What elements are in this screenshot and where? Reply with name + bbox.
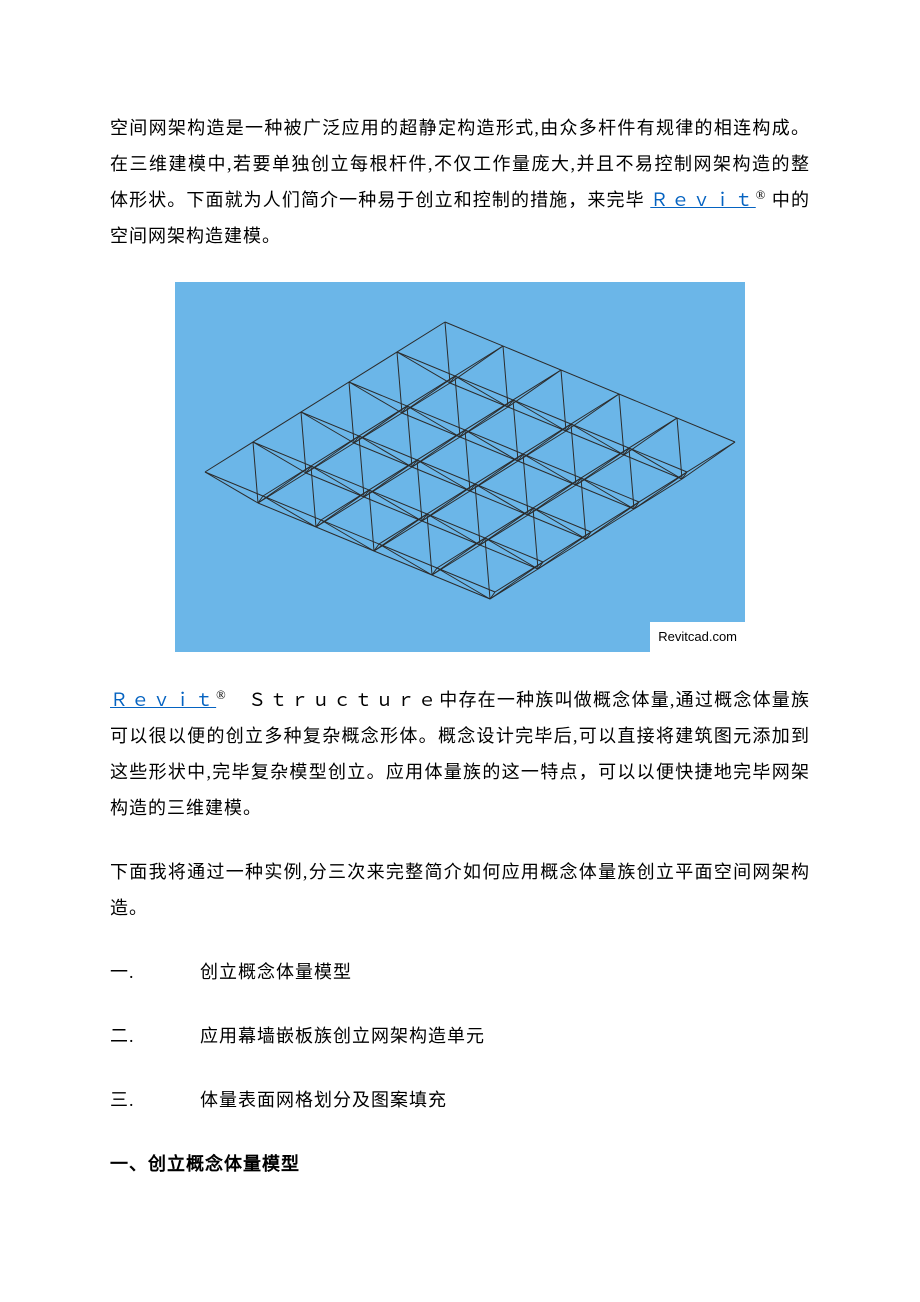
text-spaced: Ｓｔｒｕｃｔｕｒｅ [227, 690, 440, 710]
revit-link-1[interactable]: Ｒｅｖｉｔ [650, 190, 755, 210]
list-number: 一. [110, 954, 200, 990]
paragraph-3: 下面我将通过一种实例,分三次来完整简介如何应用概念体量族创立平面空间网架构造。 [110, 854, 810, 926]
link-text: Ｒｅｖｉｔ [650, 190, 755, 210]
list-item: 二.应用幕墙嵌板族创立网架构造单元 [110, 1018, 810, 1054]
registered-mark: ® [756, 188, 767, 202]
space-frame-figure: Revitcad.com [175, 282, 745, 652]
list-text: 体量表面网格划分及图案填充 [200, 1082, 447, 1118]
list-item: 一.创立概念体量模型 [110, 954, 810, 990]
list-text: 创立概念体量模型 [200, 954, 352, 990]
figure-container: Revitcad.com [110, 282, 810, 652]
list-number: 二. [110, 1018, 200, 1054]
section-heading: 一、创立概念体量模型 [110, 1146, 810, 1182]
paragraph-2: Ｒｅｖｉｔ® Ｓｔｒｕｃｔｕｒｅ中存在一种族叫做概念体量,通过概念体量族可以很以… [110, 682, 810, 826]
revit-link-2[interactable]: Ｒｅｖｉｔ [110, 690, 216, 710]
link-text: Ｒｅｖｉｔ [110, 690, 216, 710]
figure-caption: Revitcad.com [650, 622, 745, 652]
space-frame-svg [175, 282, 745, 652]
list-item: 三.体量表面网格划分及图案填充 [110, 1082, 810, 1118]
paragraph-intro: 空间网架构造是一种被广泛应用的超静定构造形式,由众多杆件有规律的相连构成。在三维… [110, 110, 810, 254]
list-text: 应用幕墙嵌板族创立网架构造单元 [200, 1018, 485, 1054]
steps-list: 一.创立概念体量模型二.应用幕墙嵌板族创立网架构造单元三.体量表面网格划分及图案… [110, 954, 810, 1118]
list-number: 三. [110, 1082, 200, 1118]
registered-mark: ® [216, 688, 227, 702]
